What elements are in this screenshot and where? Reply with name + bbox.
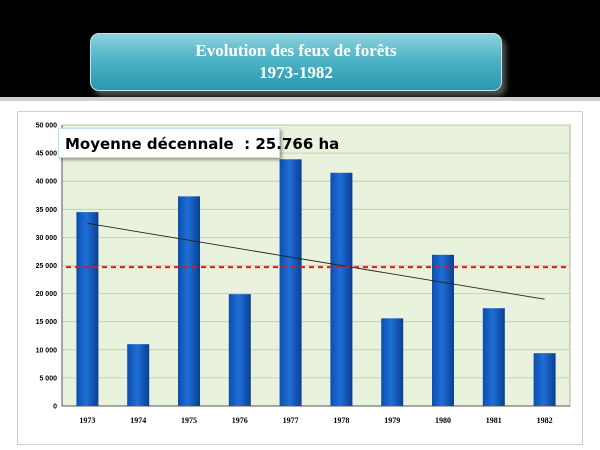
chart-frame: 0 5 000 10 000 15 000 20 000 25 000 30 000 35 0… [17,111,583,445]
slide-title-line2: 1973-1982 [259,63,333,82]
x-tick-label: 1975 [181,416,197,425]
slide-title: Evolution des feux de forêts 1973-1982 [90,33,502,91]
bar-1975 [178,196,200,406]
y-tick-label: 10 000 [36,347,58,354]
x-tick-label: 1976 [232,416,248,425]
bar-1977 [279,159,302,406]
bar-1973 [76,212,99,406]
bar-1974 [127,344,150,406]
y-tick-label: 5 000 [39,375,57,382]
bar-chart: 0 5 000 10 000 15 000 20 000 25 000 30 000 35 0… [36,123,571,425]
y-tick-label: 25 000 [36,263,58,270]
y-tick-label: 0 [53,404,57,411]
y-tick-label: 15 000 [36,319,58,326]
y-tick-label: 20 000 [36,291,58,298]
bar-1982 [533,353,556,406]
y-tick-label: 50 000 [36,123,58,130]
y-tick-label: 40 000 [36,179,58,186]
x-tick-label: 1978 [333,416,349,425]
y-tick-label: 45 000 [36,151,58,158]
y-tick-label: 30 000 [36,235,58,242]
x-tick-label: 1981 [486,416,502,425]
x-tick-label: 1973 [79,416,95,425]
x-tick-label: 1979 [384,416,400,425]
bar-1979 [381,318,404,406]
x-tick-label: 1977 [283,416,299,425]
header-divider [0,97,600,101]
bar-1980 [432,254,454,406]
x-tick-label: 1980 [435,416,451,425]
bar-1976 [228,294,251,406]
y-tick-label: 35 000 [36,207,58,214]
bar-1981 [482,308,505,406]
x-tick-label: 1974 [130,416,146,425]
x-tick-label: 1982 [537,416,553,425]
trend-line [87,222,545,300]
average-annotation: Moyenne décennale : 25.766 ha [58,128,339,158]
bar-1978 [330,172,353,406]
slide-title-line1: Evolution des feux de forêts [195,41,397,60]
